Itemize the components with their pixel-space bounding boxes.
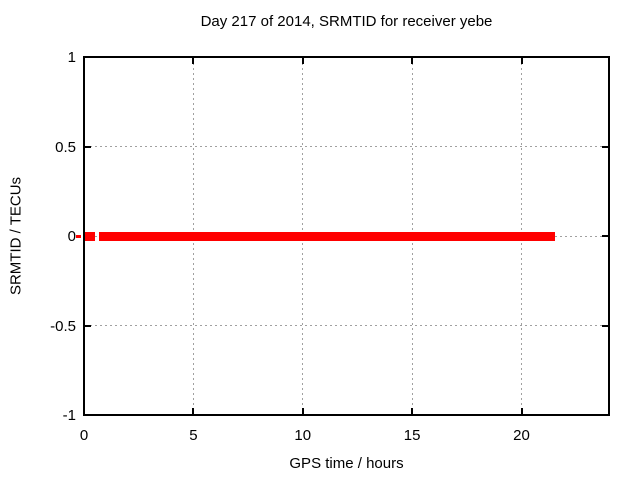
chart-title: Day 217 of 2014, SRMTID for receiver yeb… (200, 13, 493, 30)
tick-mark-top (192, 58, 195, 64)
tick-mark-top (83, 58, 85, 64)
tick-mark-right (602, 235, 608, 237)
data-line-segment (98, 231, 556, 241)
tick-mark-top (411, 58, 414, 64)
y-tick-label: -0.5 (50, 317, 76, 335)
y-tick-label: 0 (67, 228, 76, 245)
y-tick-label: 1 (67, 49, 76, 66)
tick-mark-top (520, 58, 523, 64)
tick-mark-top (301, 58, 304, 64)
x-tick-label: 10 (294, 427, 312, 444)
gridline-horizontal (85, 325, 608, 326)
tick-mark-right (602, 324, 608, 327)
tick-mark-left (85, 414, 91, 416)
tick-mark-bottom (192, 408, 195, 414)
tick-mark-right (602, 56, 608, 58)
tick-mark-left (85, 324, 91, 327)
tick-mark-bottom (520, 408, 523, 414)
data-line-segment (84, 231, 95, 241)
x-tick-label: 20 (513, 427, 530, 444)
tick-mark-left (85, 145, 91, 148)
x-tick-label: 15 (403, 427, 421, 444)
gridline-horizontal (85, 146, 608, 147)
x-tick-label: 0 (79, 427, 89, 444)
tick-mark-left (85, 56, 91, 58)
x-axis-label: GPS time / hours (289, 455, 404, 472)
y-tick-label: -1 (62, 407, 76, 424)
tick-mark-bottom (301, 408, 304, 414)
data-line-segment (76, 234, 81, 238)
tick-mark-right (602, 414, 608, 416)
tick-mark-right (602, 145, 608, 148)
y-tick-label: 0.5 (55, 138, 76, 156)
x-tick-label: 5 (189, 427, 198, 444)
tick-mark-bottom (411, 408, 414, 414)
